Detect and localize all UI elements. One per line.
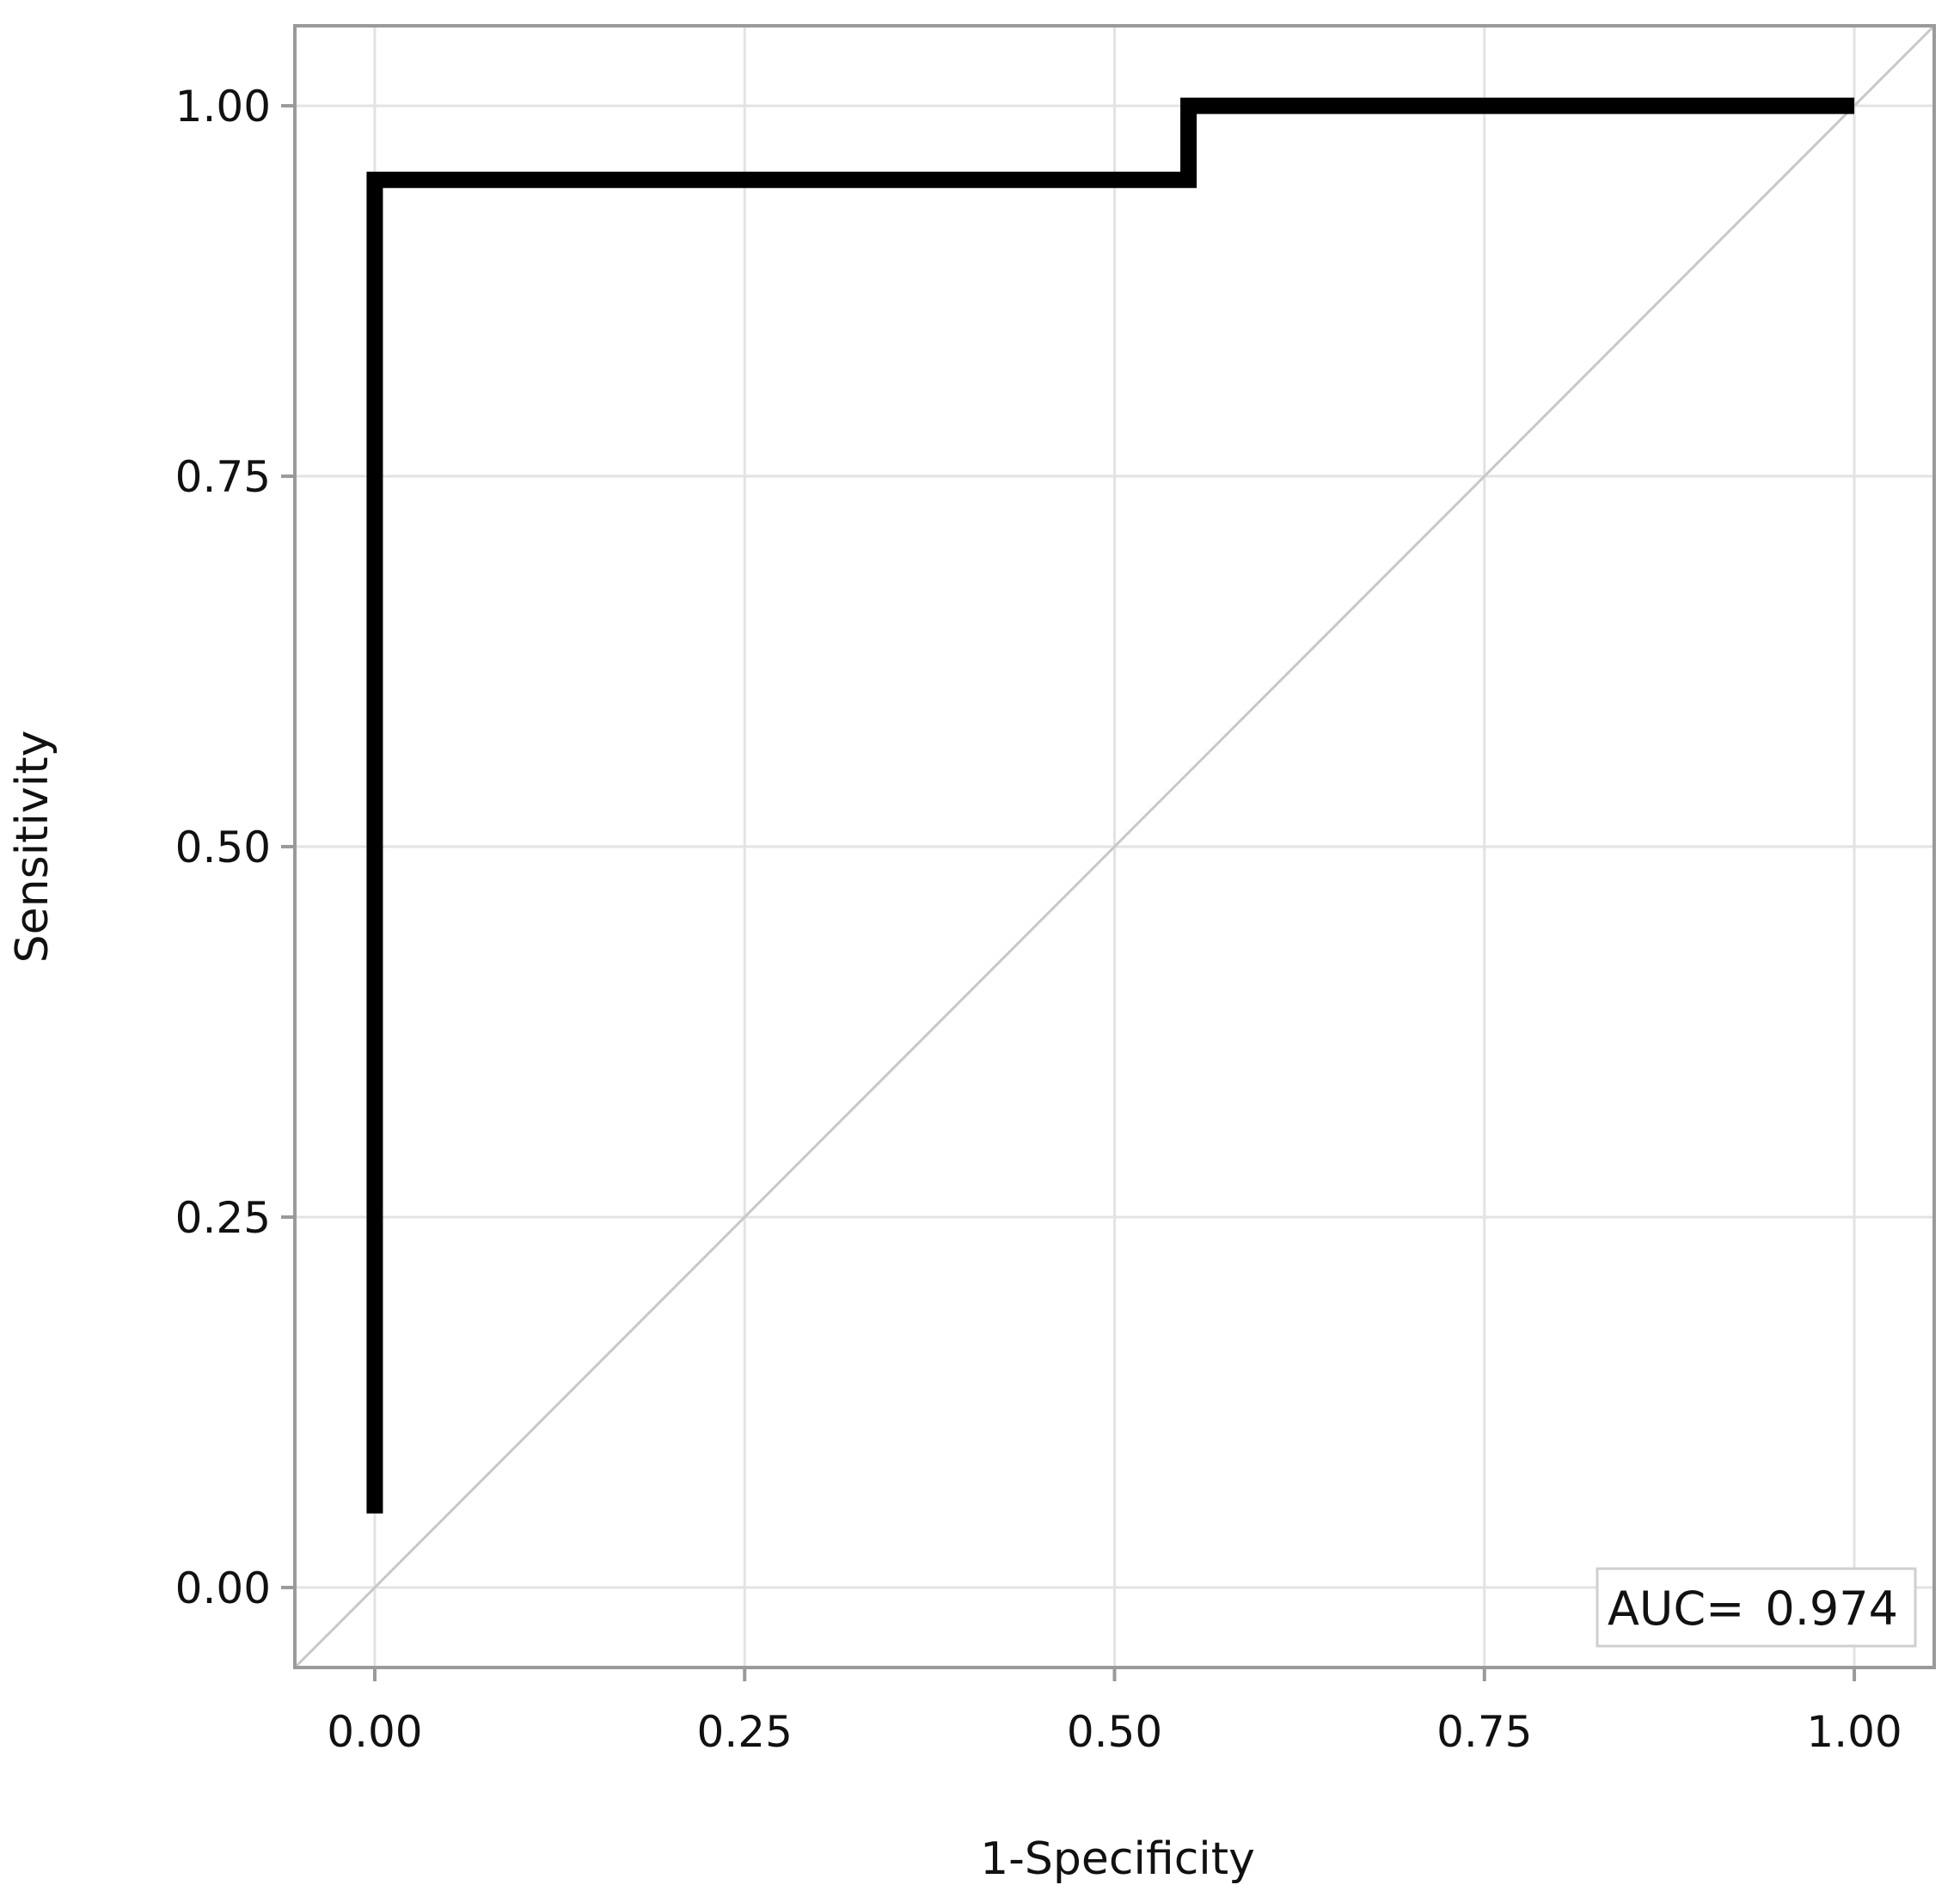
auc-label: AUC= 0.974 [1608, 1582, 1898, 1636]
auc-value: 0.974 [1765, 1582, 1898, 1636]
auc-box-border [1596, 1567, 1917, 1648]
y-tick-label: 0.00 [175, 1564, 271, 1613]
x-tick-label: 1.00 [1806, 1707, 1902, 1757]
y-axis-ticks: 0.00 0.25 0.50 0.75 1.00 [175, 82, 295, 1613]
x-tick-label: 0.00 [327, 1707, 422, 1757]
auc-annotation: AUC= 0.974 [1596, 1567, 1917, 1648]
x-axis-ticks: 0.00 0.25 0.50 0.75 1.00 [327, 1668, 1902, 1757]
reference-diagonal-group [293, 24, 1936, 1669]
x-tick-label: 0.75 [1436, 1707, 1532, 1757]
roc-curve [366, 97, 1855, 1514]
y-tick-label: 0.25 [175, 1193, 271, 1243]
auc-prefix: AUC= [1608, 1582, 1744, 1636]
y-tick-label: 0.75 [175, 452, 271, 502]
reference-diagonal [293, 24, 1936, 1669]
y-tick-label: 0.50 [175, 823, 271, 872]
y-tick-label: 1.00 [175, 82, 271, 132]
x-axis-title: 1-Specificity [980, 1833, 1255, 1885]
roc-curve-group [366, 97, 1855, 1514]
x-tick-label: 0.25 [697, 1707, 793, 1757]
y-axis-title: Sensitivity [7, 731, 58, 964]
x-tick-label: 0.50 [1067, 1707, 1162, 1757]
